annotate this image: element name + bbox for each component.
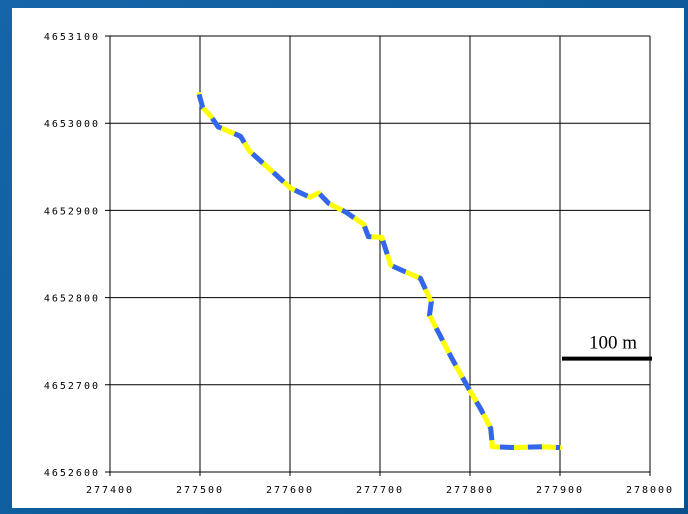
y-tick-label: 4652600 <box>44 468 100 479</box>
scale-bar: 100 m <box>562 333 652 361</box>
x-tick-label: 277700 <box>356 485 404 496</box>
x-tick-label: 277900 <box>536 485 584 496</box>
y-tick-label: 4652700 <box>44 381 100 392</box>
x-tick-label: 277500 <box>176 485 224 496</box>
chart-panel: 277400 277500 277600 277700 277800 277900 2780… <box>12 8 684 508</box>
x-tick-label: 277400 <box>86 485 134 496</box>
trajectory-plot: 277400 277500 277600 277700 277800 277900 2780… <box>44 32 674 496</box>
grid <box>105 35 651 476</box>
y-tick-label: 4653000 <box>44 119 100 130</box>
x-tick-label: 277600 <box>266 485 314 496</box>
y-tick-label: 4652800 <box>44 294 100 305</box>
scale-bar-label: 100 m <box>589 333 637 354</box>
y-tick-label: 4652900 <box>44 206 100 217</box>
y-axis-ticks: 4652600 4652700 4652800 4652900 4653000 46531… <box>44 32 100 479</box>
y-tick-label: 4653100 <box>44 32 100 43</box>
x-axis-ticks: 277400 277500 277600 277700 277800 277900 2780… <box>86 485 674 496</box>
trajectory-line <box>196 91 563 451</box>
trajectory-line-base <box>196 91 563 451</box>
x-tick-label: 277800 <box>446 485 494 496</box>
x-tick-label: 278000 <box>626 485 674 496</box>
